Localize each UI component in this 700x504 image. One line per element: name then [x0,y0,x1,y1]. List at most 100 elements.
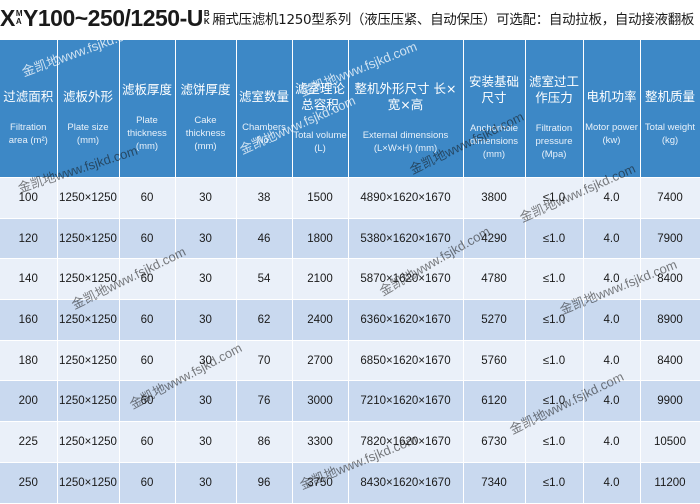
header-plate-size: 滤板外形 Plate size (mm) [57,40,120,178]
table-cell: 4.0 [583,299,641,341]
table-cell: 4.0 [583,462,641,504]
table-cell: 30 [175,380,237,423]
table-cell: 6360×1620×1670 [348,299,464,341]
table-cell: 30 [175,462,237,504]
table-cell: 8900 [640,299,700,341]
table-cell: 5270 [463,299,526,341]
header-cake-thickness: 滤饼厚度 Cake thickness (mm) [175,40,237,178]
table-cell: 2400 [292,299,349,341]
model-right-stack-top: B [203,9,210,18]
table-cell: 62 [236,299,293,341]
table-cell: 7820×1620×1670 [348,421,464,463]
series-description: 厢式压滤机1250型系列（液压压紧、自动保压）可选配：自动拉板，自动接液翻板 [212,12,695,28]
table-cell: 38 [236,177,293,219]
model-number: Y100~250/1250-U [23,4,203,31]
table-cell: 60 [119,299,176,341]
table-cell: 60 [119,218,176,260]
table-cell: 54 [236,258,293,301]
table-cell: 8400 [640,258,700,301]
table-cell: ≤1.0 [525,258,584,301]
table-cell: 30 [175,218,237,260]
table-cell: 60 [119,421,176,463]
header-filtration-area: 过滤面积 Filtration area (m²) [0,40,58,178]
table-cell: 76 [236,380,293,423]
table-cell: 5760 [463,340,526,382]
table-cell: 4.0 [583,421,641,463]
table-row: 225 1250×1250 60 30 86 3300 7820×1620×1670 6730… [0,421,700,463]
table-row: 200 1250×1250 60 30 76 3000 7210×1620×1670 6120… [0,380,700,423]
header-motor-power: 电机功率 Motor power (kw) [583,40,641,178]
table-cell: 60 [119,177,176,219]
table-cell: 1250×1250 [57,462,120,504]
header-anchorhole-dimensions: 安装基础尺寸 Anchorhole dimensions (mm) [463,40,526,178]
table-cell: 250 [0,462,58,504]
table-cell: 7900 [640,218,700,260]
model-left-stack-top: M [15,9,23,18]
model-left-stack: M A [15,9,23,26]
table-cell: 1250×1250 [57,421,120,463]
table-cell: ≤1.0 [525,299,584,341]
table-cell: 60 [119,340,176,382]
table-cell: 200 [0,380,58,423]
table-cell: 1250×1250 [57,340,120,382]
table-cell: 2100 [292,258,349,301]
table-cell: ≤1.0 [525,340,584,382]
header-chambers-no: 滤室数量 Chambers No. [236,40,293,178]
table-cell: 30 [175,258,237,301]
table-cell: 3000 [292,380,349,423]
model-right-stack: B K [203,9,210,26]
table-cell: 86 [236,421,293,463]
table-cell: 7340 [463,462,526,504]
table-row: 250 1250×1250 60 30 96 3750 8430×1620×1670 7340… [0,462,700,504]
table-cell: 30 [175,421,237,463]
header-total-volume: 滤室理论总容积 Total volume (L) [292,40,349,178]
table-cell: ≤1.0 [525,177,584,219]
table-cell: 1250×1250 [57,380,120,423]
table-cell: 180 [0,340,58,382]
header-total-weight: 整机质量 Total weight (kg) [640,40,700,178]
table-cell: 96 [236,462,293,504]
table-cell: 60 [119,380,176,423]
table-cell: ≤1.0 [525,218,584,260]
table-cell: 5870×1620×1670 [348,258,464,301]
title-bar: X M A Y100~250/1250-U B K 厢式压滤机1250型系列（液… [0,0,700,36]
header-row: 过滤面积 Filtration area (m²) 滤板外形 Plate size … [0,40,700,178]
table-row: 160 1250×1250 60 30 62 2400 6360×1620×1670 5270… [0,299,700,341]
table-cell: 4780 [463,258,526,301]
table-cell: 8430×1620×1670 [348,462,464,504]
table-cell: 4.0 [583,258,641,301]
table-row: 100 1250×1250 60 30 38 1500 4890×1620×1670 3800… [0,177,700,219]
table-cell: 4.0 [583,340,641,382]
table-cell: 10500 [640,421,700,463]
table-cell: 60 [119,462,176,504]
header-external-dimensions: 整机外形尺寸 长×宽×高 External dimensions (L×W×H) … [348,40,464,178]
table-cell: 1250×1250 [57,218,120,260]
table-cell: 30 [175,299,237,341]
table-cell: 4.0 [583,177,641,219]
model-code: X M A Y100~250/1250-U B K [0,5,210,32]
table-cell: 30 [175,177,237,219]
table-cell: 1250×1250 [57,299,120,341]
table-cell: 2700 [292,340,349,382]
table-cell: 1250×1250 [57,177,120,219]
header-filtration-pressure: 滤室过工作压力 Filtration pressure (Mpa) [525,40,584,178]
table-cell: ≤1.0 [525,380,584,423]
table-cell: 4.0 [583,218,641,260]
table-cell: 3750 [292,462,349,504]
table-cell: 4890×1620×1670 [348,177,464,219]
table-cell: 225 [0,421,58,463]
model-right-stack-bottom: K [203,17,210,26]
header-plate-thickness: 滤板厚度 Plate thickness (mm) [119,40,176,178]
table-body: 100 1250×1250 60 30 38 1500 4890×1620×1670 3800… [0,177,700,504]
table-cell: 7400 [640,177,700,219]
table-cell: 30 [175,340,237,382]
model-left-stack-bottom: A [15,17,22,26]
spec-table: 过滤面积 Filtration area (m²) 滤板外形 Plate size … [0,40,700,504]
table-cell: 5380×1620×1670 [348,218,464,260]
table-cell: 1800 [292,218,349,260]
table-cell: ≤1.0 [525,421,584,463]
table-row: 140 1250×1250 60 30 54 2100 5870×1620×1670 4780… [0,258,700,301]
model-prefix-letter: X [0,4,15,31]
table-cell: 6120 [463,380,526,423]
table-cell: 4290 [463,218,526,260]
